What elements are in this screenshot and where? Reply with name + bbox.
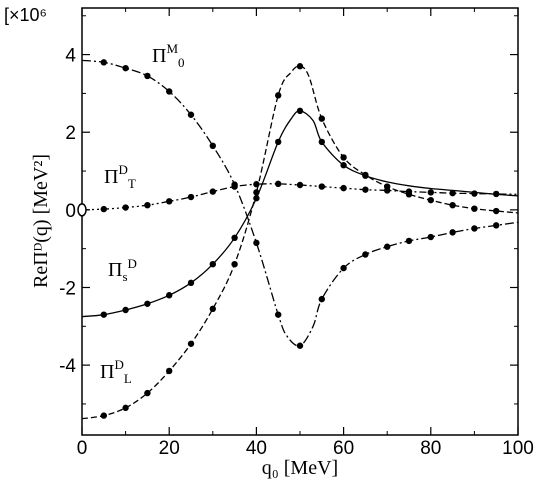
data-point [471, 205, 478, 212]
data-point [100, 59, 108, 66]
data-point [296, 107, 304, 115]
series-line [81, 110, 519, 318]
y-tick-label: -2 [59, 278, 76, 299]
axis-ticks: 0 20 40 60 80 100 -4 -2 0 2 4 [59, 8, 534, 459]
origin-marker [77, 203, 87, 217]
data-point [122, 404, 129, 412]
data-point [340, 264, 347, 272]
series-line [81, 65, 519, 420]
x-axis-label: q₀ [MeV] [262, 457, 338, 479]
data-point [296, 63, 304, 70]
data-point [166, 367, 173, 375]
data-point [427, 233, 434, 241]
data-point [318, 295, 325, 303]
data-point [449, 229, 456, 236]
series-label: ΠDT [104, 162, 136, 191]
data-point [275, 138, 282, 146]
data-point [427, 189, 434, 196]
data-point [362, 186, 369, 193]
data-point [187, 111, 195, 118]
data-point [209, 261, 216, 268]
data-point [100, 412, 108, 419]
x-tick-label: 100 [502, 438, 534, 459]
data-point [253, 239, 260, 247]
data-point [187, 340, 195, 347]
data-point [166, 198, 173, 205]
data-point [253, 195, 260, 202]
y-tick-label: 2 [65, 123, 76, 144]
x-tick-label: 20 [159, 438, 180, 459]
data-point [275, 180, 282, 188]
data-point [449, 201, 456, 209]
series-label: ΠM0 [152, 41, 185, 70]
plot-frame [81, 7, 519, 436]
data-point [231, 261, 238, 268]
data-point [296, 181, 304, 189]
data-point [362, 251, 369, 258]
y-tick-label: 4 [65, 46, 76, 67]
data-point [144, 389, 151, 397]
data-point [493, 207, 500, 215]
data-point [122, 64, 129, 72]
series-lines [81, 59, 519, 420]
series-label: ΠsD [108, 256, 137, 284]
y-multiplier-label: [×10⁶ [4, 5, 47, 25]
x-tick-label: 0 [77, 438, 88, 459]
data-point [384, 243, 391, 250]
data-point [122, 204, 129, 211]
data-point [427, 196, 434, 204]
y-tick-label: -4 [59, 356, 76, 377]
data-point [318, 138, 325, 146]
data-point [100, 311, 108, 318]
data-point [318, 183, 325, 190]
data-point [340, 154, 347, 161]
data-point [275, 311, 282, 318]
x-tick-label: 60 [333, 438, 354, 459]
x-tick-label: 80 [420, 438, 441, 459]
data-point [166, 292, 173, 299]
data-point [209, 188, 216, 195]
y-tick-label: 0 [65, 201, 76, 222]
data-point [340, 184, 347, 192]
series-labels: ΠM0 ΠDT ΠsD ΠDL [100, 41, 185, 386]
data-point [296, 342, 304, 349]
data-point [144, 201, 151, 209]
data-point [340, 162, 347, 169]
data-point [209, 305, 216, 313]
data-point [144, 300, 151, 307]
series-label: ΠDL [100, 357, 132, 386]
data-point [362, 171, 369, 179]
data-point [231, 234, 238, 242]
data-point [471, 225, 478, 232]
data-point [166, 88, 173, 95]
y-axis-label: ReΠᴰ(q) [MeV²] [30, 154, 52, 288]
data-point [187, 279, 195, 287]
data-point [100, 205, 108, 213]
data-point [253, 189, 260, 196]
data-point [209, 142, 216, 150]
data-point [275, 92, 282, 99]
data-point [471, 190, 478, 197]
data-point [318, 115, 325, 122]
data-point [405, 191, 413, 198]
data-point [144, 72, 151, 80]
data-point [493, 222, 500, 229]
data-point [493, 190, 500, 198]
data-point [384, 183, 391, 190]
data-point [122, 306, 129, 314]
series-points [77, 59, 500, 419]
data-point [187, 193, 195, 201]
data-point [405, 237, 413, 245]
x-tick-label: 40 [246, 438, 267, 459]
data-point [253, 181, 260, 188]
data-point [231, 183, 238, 190]
data-point [449, 189, 456, 197]
